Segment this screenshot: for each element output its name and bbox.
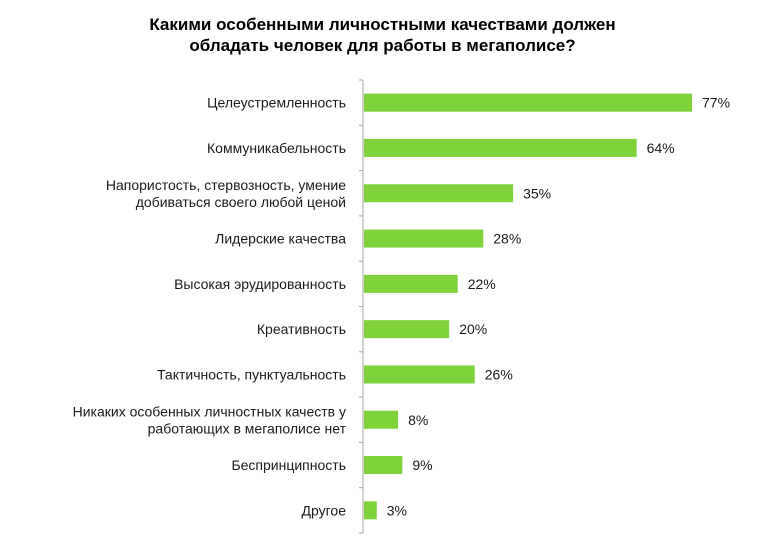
value-label-3: 35% — [523, 185, 551, 201]
value-label-10: 3% — [387, 502, 407, 518]
value-label-9: 9% — [412, 457, 432, 473]
category-label-9: Беспринципность — [231, 457, 346, 473]
category-label-5: Высокая эрудированность — [174, 276, 346, 292]
value-label-4: 28% — [493, 231, 521, 247]
value-label-6: 20% — [459, 321, 487, 337]
bar-5 — [364, 274, 458, 293]
bar-8 — [364, 410, 399, 429]
category-label-3: Напористость, стервозность, умение добива… — [106, 177, 346, 210]
bar-4 — [364, 229, 484, 248]
category-label-1: Целеустремленность — [207, 95, 346, 111]
chart-title-line-2: обладать человек для работы в мегаполисе… — [189, 36, 576, 55]
chart-title-line-1: Какими особенными личностными качествами… — [149, 15, 616, 34]
category-label-7: Тактичность, пунктуальность — [157, 366, 346, 382]
bar-7 — [364, 365, 475, 384]
value-label-8: 8% — [408, 412, 428, 428]
category-label-2: Коммуникабельность — [207, 140, 346, 156]
value-label-7: 26% — [485, 366, 513, 382]
category-label-8: Никаких особенных личностных качеств у ра… — [73, 403, 347, 436]
value-label-5: 22% — [468, 276, 496, 292]
bar-10 — [364, 501, 377, 520]
bar-6 — [364, 320, 450, 339]
chart-title: Какими особенными личностными качествами… — [0, 14, 765, 56]
value-label-1: 77% — [702, 95, 730, 111]
category-label-10: Другое — [302, 502, 347, 518]
category-label-6: Креативность — [257, 321, 346, 337]
bar-9 — [364, 456, 403, 475]
value-label-2: 64% — [647, 140, 675, 156]
bar-2 — [364, 138, 637, 157]
bar-3 — [364, 184, 514, 203]
category-label-4: Лидерские качества — [215, 231, 346, 247]
bar-1 — [364, 93, 692, 112]
